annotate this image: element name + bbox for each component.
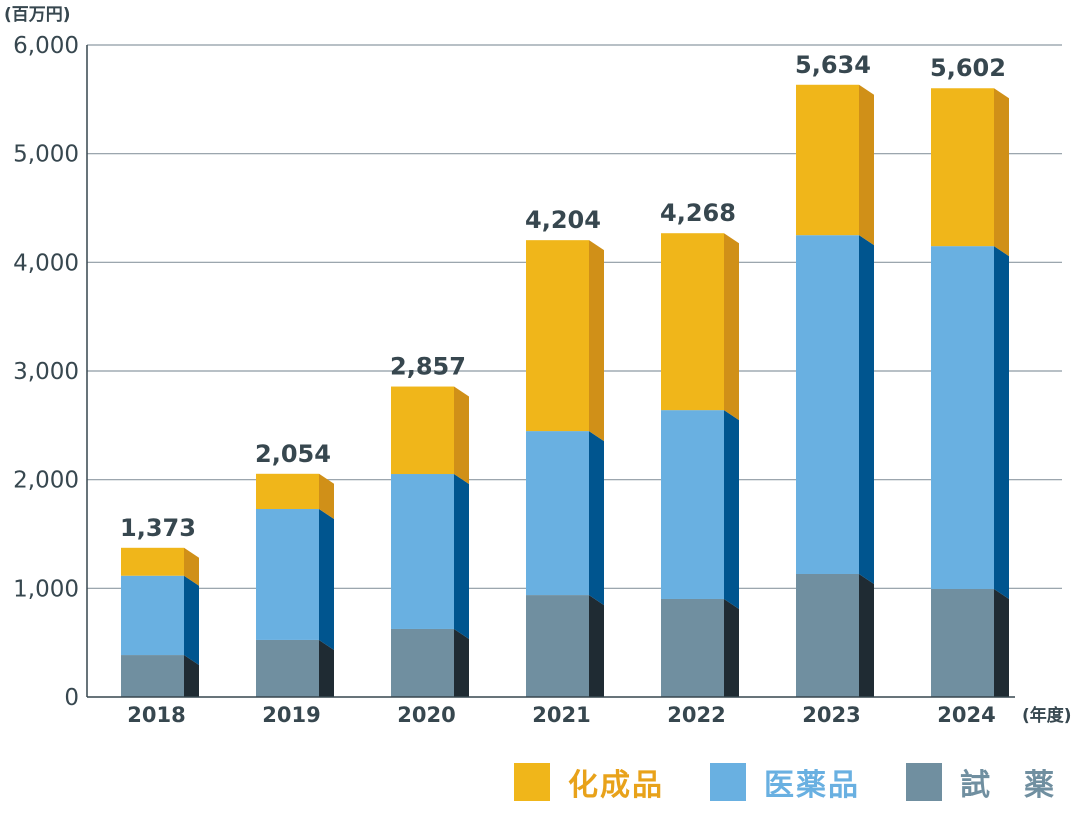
bar-segment-side xyxy=(589,431,604,606)
x-tick-label: 2021 xyxy=(532,703,590,727)
bar-segment-side xyxy=(589,595,604,697)
bar-segment xyxy=(931,88,994,247)
x-tick-label: 2024 xyxy=(937,703,995,727)
bar-segment xyxy=(526,240,589,432)
bar-segment-side xyxy=(454,474,469,639)
total-value-label: 2,857 xyxy=(390,353,466,381)
x-tick-label: 2022 xyxy=(667,703,725,727)
bar-segment xyxy=(931,246,994,589)
bar-segment xyxy=(526,431,589,596)
bar-segment xyxy=(526,595,589,697)
bar-segment xyxy=(121,547,184,576)
legend-item-kaseihin: 化成品 xyxy=(514,760,664,804)
total-value-label: 1,373 xyxy=(120,514,196,542)
y-tick-label: 0 xyxy=(64,685,79,711)
bar-segment xyxy=(256,473,319,510)
bar-segment-side xyxy=(454,628,469,697)
bar-segment-side xyxy=(184,547,199,586)
bar-segment-side xyxy=(859,573,874,697)
y-tick-label: 5,000 xyxy=(13,142,79,168)
bars xyxy=(121,84,1009,697)
bar-segment xyxy=(256,509,319,640)
x-tick-label: 2018 xyxy=(127,703,185,727)
bar-segment-side xyxy=(589,240,604,442)
legend-swatch-kaseihin xyxy=(514,763,550,801)
bar-segment xyxy=(796,84,859,236)
bar-segment-side xyxy=(994,246,1009,599)
total-value-label: 2,054 xyxy=(255,440,331,468)
y-tick-label: 3,000 xyxy=(13,359,79,385)
bar-segment-side xyxy=(994,88,1009,257)
bar-segment xyxy=(391,628,454,697)
y-tick-label: 4,000 xyxy=(13,250,79,276)
y-tick-label: 6,000 xyxy=(13,33,79,59)
x-tick-label: 2023 xyxy=(802,703,860,727)
bar-segment-side xyxy=(859,235,874,584)
bar-segment-side xyxy=(319,639,334,697)
bar-segment xyxy=(121,575,184,656)
legend-label-kaseihin: 化成品 xyxy=(568,768,664,803)
bar-segment xyxy=(391,386,454,475)
bar-segment xyxy=(661,233,724,411)
bar-segment xyxy=(256,639,319,697)
bar-segment xyxy=(661,598,724,697)
labels: 0 1,000 2,000 3,000 4,000 5,000 6,000 1,373 2018… xyxy=(13,33,1006,727)
legend-item-iyakuhin: 医薬品 xyxy=(710,760,860,804)
total-value-label: 5,602 xyxy=(930,54,1006,82)
x-tick-label: 2020 xyxy=(397,703,455,727)
bar-segment-side xyxy=(319,509,334,650)
bar-segment-side xyxy=(454,386,469,485)
total-value-label: 4,204 xyxy=(525,206,601,234)
bar-segment-side xyxy=(724,598,739,697)
bar-segment xyxy=(121,655,184,697)
total-value-label: 5,634 xyxy=(795,51,871,79)
bar-segment-side xyxy=(319,473,334,520)
bar-segment xyxy=(796,235,859,574)
bar-segment-side xyxy=(184,655,199,697)
bar-segment-side xyxy=(184,575,199,666)
total-value-label: 4,268 xyxy=(660,199,736,227)
bar-segment xyxy=(391,474,454,629)
bar-segment xyxy=(931,588,994,697)
x-unit-label: (年度) xyxy=(1022,705,1072,726)
bar-segment-side xyxy=(724,410,739,609)
y-tick-label: 2,000 xyxy=(13,468,79,494)
bar-segment xyxy=(661,410,724,599)
bar-segment-side xyxy=(994,588,1009,697)
legend-label-iyakuhin: 医薬品 xyxy=(764,768,860,803)
legend-swatch-iyakuhin xyxy=(710,763,746,801)
bar-segment-side xyxy=(859,84,874,246)
bar-segment-side xyxy=(724,233,739,421)
y-unit-label: (百万円) xyxy=(4,5,71,25)
axes xyxy=(86,45,1015,698)
bar-segment xyxy=(796,573,859,697)
legend-swatch-shiyaku xyxy=(906,763,942,801)
legend-label-shiyaku: 試 薬 xyxy=(960,768,1056,803)
legend-item-shiyaku: 試 薬 xyxy=(906,760,1056,804)
x-tick-label: 2019 xyxy=(262,703,320,727)
legend: 化成品 医薬品 試 薬 xyxy=(514,760,1056,804)
y-tick-label: 1,000 xyxy=(13,576,79,602)
